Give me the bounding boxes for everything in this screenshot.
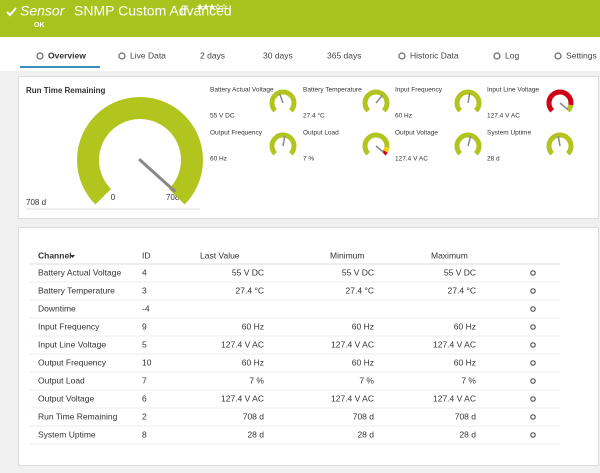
gauge-label: System Uptime xyxy=(487,130,531,137)
table-cell: 127.4 V AC xyxy=(433,393,476,403)
tab[interactable]: Live Data xyxy=(130,50,166,60)
table-cell: Input Line Voltage xyxy=(38,339,106,349)
table-cell: Battery Temperature xyxy=(38,285,115,295)
gauge-value: 60 Hz xyxy=(210,156,227,163)
tab[interactable]: 2 days xyxy=(200,50,225,60)
table-cell: 28 d xyxy=(247,429,264,439)
gauge-value: 127.4 V AC xyxy=(395,156,428,163)
main-gauge-title: Run Time Remaining xyxy=(26,86,106,95)
gauge-value: 127.4 V AC xyxy=(487,113,520,120)
table-cell: 4 xyxy=(142,267,147,277)
gauge-label: Output Load xyxy=(303,130,339,137)
table-cell: 27.4 °C xyxy=(448,285,476,295)
table-header[interactable]: Last Value xyxy=(200,250,240,260)
table-cell: 127.4 V AC xyxy=(221,393,264,403)
table-cell: System Uptime xyxy=(38,429,96,439)
table-cell: Output Load xyxy=(38,375,85,385)
table-cell: -4 xyxy=(142,303,150,313)
table-cell: Output Frequency xyxy=(38,357,107,367)
table-cell: 7 xyxy=(142,375,147,385)
gauge-value: 27.4 °C xyxy=(303,112,325,120)
gauge-value: 60 Hz xyxy=(395,113,412,120)
main-gauge-min: 0 xyxy=(111,193,116,202)
gauge-label: Output Frequency xyxy=(210,130,263,137)
tab[interactable]: 365 days xyxy=(327,50,362,60)
table-cell: 10 xyxy=(142,357,152,367)
main-gauge-value: 708 d xyxy=(26,198,46,207)
table-cell: 55 V DC xyxy=(444,267,476,277)
table-cell: 28 d xyxy=(357,429,374,439)
table-cell: 127.4 V AC xyxy=(331,393,374,403)
table-cell: Battery Actual Voltage xyxy=(38,267,121,277)
status: OK xyxy=(34,22,45,29)
table-cell: 3 xyxy=(142,285,147,295)
gauge-warn-arc xyxy=(386,147,387,152)
sensor-title: SNMP Custom Advanced xyxy=(74,3,232,19)
tab[interactable]: Settings xyxy=(566,50,597,60)
table-cell: Run Time Remaining xyxy=(38,411,118,421)
table-cell: 7 % xyxy=(461,375,476,385)
table-cell: 7 % xyxy=(249,375,264,385)
tab[interactable]: Historic Data xyxy=(410,50,459,60)
gauge-value: 28 d xyxy=(487,156,500,163)
table-header[interactable]: Maximum xyxy=(431,250,468,260)
active-tab-underline xyxy=(20,66,100,68)
table-cell: 9 xyxy=(142,321,147,331)
table-cell: 60 Hz xyxy=(242,357,264,367)
table-header[interactable]: Minimum xyxy=(330,250,364,260)
tab[interactable]: 30 days xyxy=(263,50,293,60)
table-cell: 7 % xyxy=(359,375,374,385)
table-cell: 55 V DC xyxy=(342,267,374,277)
table-cell: Input Frequency xyxy=(38,321,100,331)
overview-panel xyxy=(19,77,599,219)
table-cell: 27.4 °C xyxy=(236,285,264,295)
table-cell: Output Voltage xyxy=(38,393,95,403)
table-cell: 60 Hz xyxy=(242,321,264,331)
tab[interactable]: Log xyxy=(505,50,519,60)
gauge-value: 7 % xyxy=(303,156,314,163)
table-cell: 127.4 V AC xyxy=(331,339,374,349)
table-cell: 5 xyxy=(142,339,147,349)
table-cell: 127.4 V AC xyxy=(433,339,476,349)
table-header[interactable]: ID xyxy=(142,250,151,260)
table-cell: 6 xyxy=(142,393,147,403)
table-cell: 27.4 °C xyxy=(346,285,374,295)
gauge-label: Battery Actual Voltage xyxy=(210,87,274,94)
table-cell: 127.4 V AC xyxy=(221,339,264,349)
gauge-label: Input Frequency xyxy=(395,87,443,94)
table-cell: 60 Hz xyxy=(454,321,476,331)
table-cell: 60 Hz xyxy=(454,357,476,367)
table-cell: 708 d xyxy=(455,411,477,421)
table-cell: 28 d xyxy=(459,429,476,439)
sensor-label: Sensor xyxy=(20,3,66,19)
gauge-value: 55 V DC xyxy=(210,113,235,120)
table-cell: 8 xyxy=(142,429,147,439)
tab[interactable]: Overview xyxy=(48,50,86,60)
gauge-label: Output Voltage xyxy=(395,130,438,137)
table-cell: 60 Hz xyxy=(352,357,374,367)
table-cell: Downtime xyxy=(38,303,76,313)
gauge-label: Battery Temperature xyxy=(303,87,362,94)
gauge-label: Input Line Voltage xyxy=(487,87,539,94)
table-cell: 60 Hz xyxy=(352,321,374,331)
table-cell: 2 xyxy=(142,411,147,421)
table-header[interactable]: Channel xyxy=(38,250,72,260)
table-cell: 708 d xyxy=(243,411,265,421)
table-cell: 55 V DC xyxy=(232,267,264,277)
table-cell: 708 d xyxy=(353,411,375,421)
